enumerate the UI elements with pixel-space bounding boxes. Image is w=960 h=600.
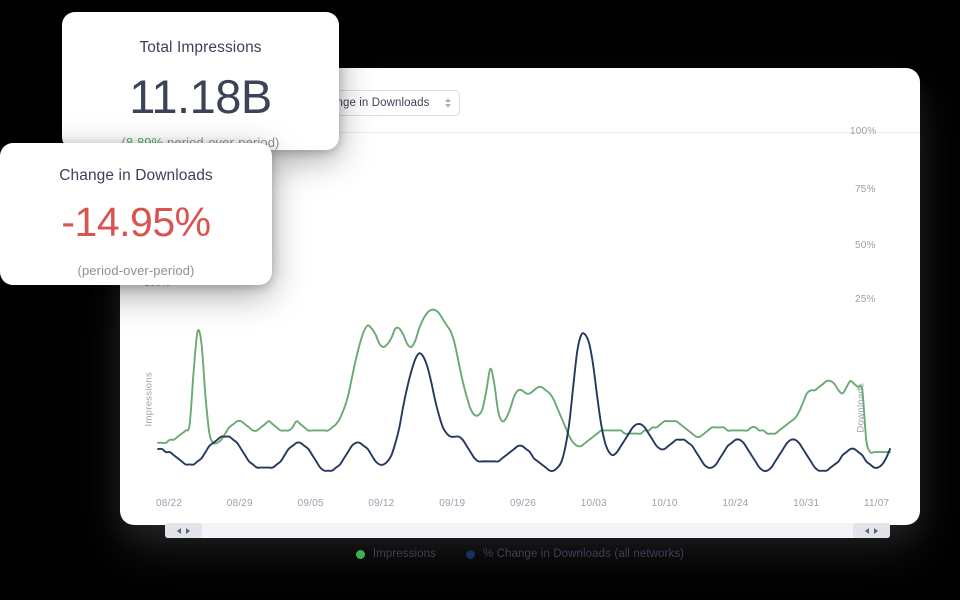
caret-right-icon: [186, 527, 190, 534]
y-axis-right-tick-25: 25%: [855, 294, 876, 305]
chevron-updown-icon: [444, 96, 453, 110]
x-axis-tick: 08/29: [226, 498, 253, 509]
x-axis-tick: 09/19: [439, 498, 466, 509]
card-subtext: (period-over-period): [77, 263, 195, 278]
metric-card-change-in-downloads: Change in Downloads -14.95% (period-over…: [0, 143, 272, 285]
x-axis-tick: 08/22: [156, 498, 183, 509]
x-axis-tick: 10/24: [722, 498, 749, 509]
series-line: [157, 332, 891, 472]
series-line: [157, 308, 891, 454]
legend-label: Impressions: [372, 548, 436, 560]
x-axis-tick: 09/26: [510, 498, 537, 509]
y-axis-right-tick-100: 100%: [850, 126, 877, 137]
panel-header: ange in Downloads: [120, 68, 920, 133]
legend-dot-icon: [465, 549, 475, 559]
card-value: 11.18B: [129, 70, 272, 123]
legend-item[interactable]: % Change in Downloads (all networks): [465, 548, 685, 560]
y-axis-right-tick-50: 50%: [855, 240, 876, 251]
x-axis-tick: 09/05: [297, 498, 324, 509]
y-axis-right-tick-75: 75%: [855, 184, 876, 195]
metric-select-label: ange in Downloads: [330, 97, 430, 109]
metric-select[interactable]: ange in Downloads: [320, 90, 460, 116]
range-slider[interactable]: [165, 523, 890, 538]
metric-card-total-impressions: Total Impressions 11.18B (8.89% period-o…: [62, 12, 339, 150]
dashboard-panel: ange in Downloads 100% Impressions 100% …: [120, 68, 920, 560]
card-title: Change in Downloads: [59, 167, 213, 184]
chart-legend: Impressions % Change in Downloads (all ne…: [120, 548, 920, 560]
x-axis-tick: 10/10: [651, 498, 678, 509]
series-lines: [157, 308, 891, 472]
x-axis-tick: 09/12: [368, 498, 395, 509]
legend-item[interactable]: Impressions: [355, 548, 436, 560]
x-axis-tick: 10/31: [793, 498, 820, 509]
chart-container: 100% Impressions 100% 75% 50% 25% Downlo…: [120, 126, 920, 560]
range-handle-right[interactable]: [853, 523, 890, 538]
card-value: -14.95%: [61, 199, 211, 245]
caret-right-icon: [874, 527, 878, 534]
caret-left-icon: [177, 527, 181, 534]
x-axis-tick: 11/07: [864, 498, 890, 509]
card-sub-prefix: (: [122, 135, 126, 150]
range-handle-left[interactable]: [165, 523, 202, 538]
plot-area[interactable]: [120, 133, 920, 525]
legend-dot-icon: [355, 549, 365, 559]
caret-left-icon: [865, 527, 869, 534]
legend-label: % Change in Downloads (all networks): [482, 548, 685, 560]
x-axis-tick: 10/03: [580, 498, 607, 509]
card-title: Total Impressions: [139, 39, 262, 56]
